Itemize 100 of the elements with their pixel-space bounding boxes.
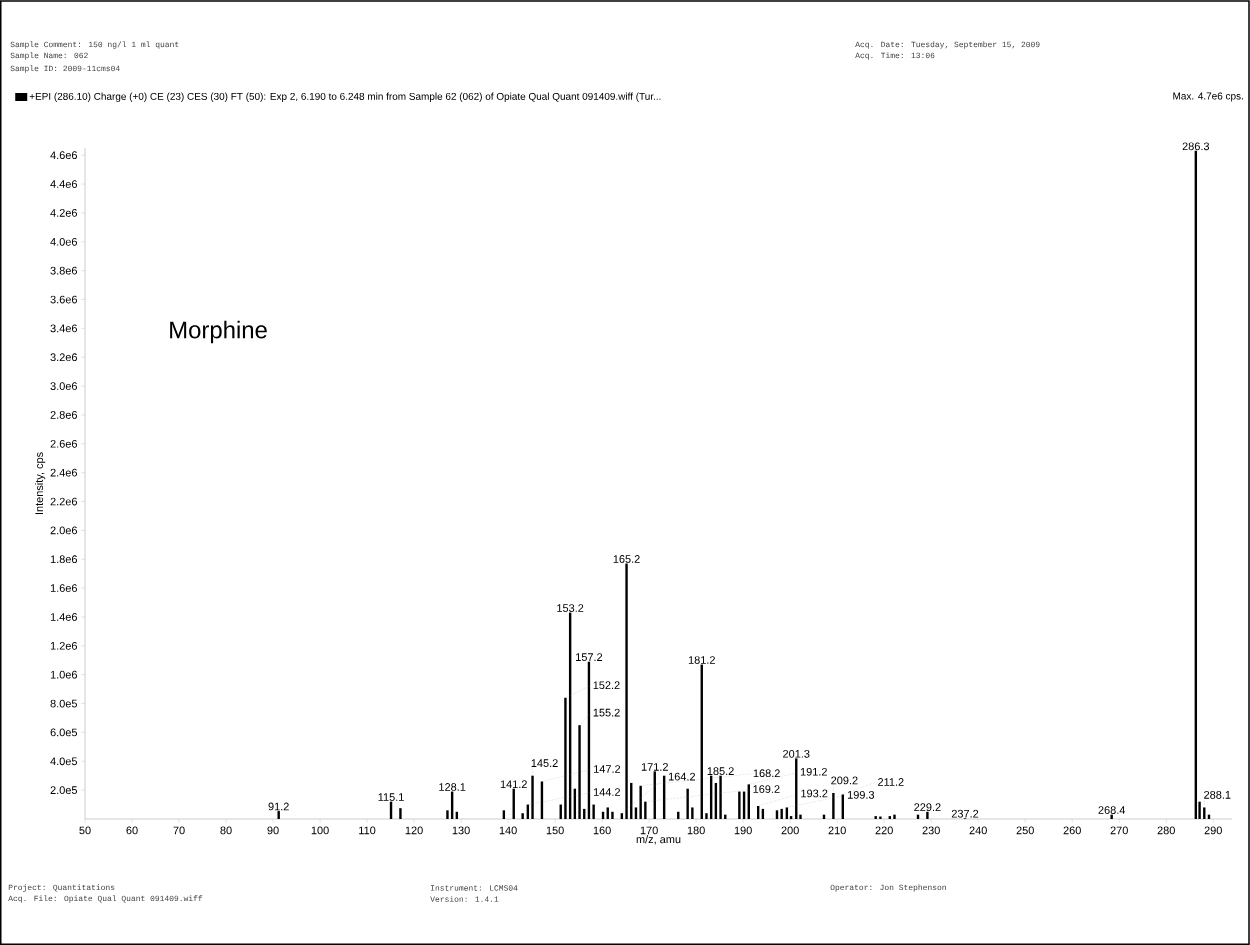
x-tick-label: 120: [405, 826, 423, 835]
x-tick-label: 50: [79, 826, 91, 835]
annotation: 193.2: [801, 789, 828, 798]
annotation: 209.2: [831, 776, 858, 785]
y-tick-label: 1.4e6: [50, 613, 77, 621]
annotation: 237.2: [951, 809, 979, 818]
bar: [592, 804, 595, 819]
annotation: 128.1: [439, 783, 466, 791]
annotation: 144.2: [593, 788, 620, 796]
annotation: 286.3: [1182, 142, 1210, 151]
x-tick-label: 80: [220, 826, 232, 835]
x-tick-label: 70: [173, 826, 185, 835]
bar: [521, 813, 524, 819]
annotation: 169.2: [753, 785, 780, 793]
y-tick-label: 2.8e6: [50, 411, 77, 419]
x-tick-label: 170: [640, 826, 658, 835]
y-tick-label: 6.0e5: [50, 728, 78, 737]
annotation: 201.3: [783, 749, 810, 758]
legend-label: +EPI (286.10) Charge (+0) CE (23) CES (30) FT (50): Exp 2, 6.190 to 6.248 min from Sample 62 (062) of Opiate Qual Quant 091409.wiff (Tur...: [29, 92, 661, 102]
x-tick-label: 100: [311, 826, 329, 835]
bar: [874, 816, 877, 819]
annotation: Morphine: [170, 320, 267, 344]
bar: [611, 811, 614, 819]
annotation: 165.2: [613, 555, 640, 563]
annotation: 153.2: [557, 604, 584, 612]
x-tick-label: 200: [781, 826, 799, 835]
bar: [879, 816, 882, 819]
text: Max. 4.7e6 cps.: [1173, 92, 1243, 102]
y-tick-label: 2.0e6: [50, 526, 77, 535]
x-tick-label: 150: [546, 826, 564, 835]
bar: [686, 788, 689, 819]
annotation: 181.2: [688, 656, 715, 664]
y-tick-label: 3.6e6: [50, 295, 77, 304]
y-tick-label: 1.0e6: [50, 670, 77, 679]
x-tick-label: 270: [1110, 826, 1128, 835]
x-axis-title: m/z, amu: [636, 835, 681, 845]
x-tick-label: 220: [875, 826, 893, 835]
annotation: 115.1: [378, 793, 404, 801]
bar: [893, 814, 896, 819]
x-tick-label: 90: [267, 826, 279, 835]
bar: [277, 811, 280, 819]
annotation: 168.2: [753, 769, 780, 778]
y-tick-label: 2.4e6: [50, 468, 77, 477]
bar: [780, 808, 783, 819]
x-tick-label: 190: [734, 826, 752, 835]
bar: [799, 814, 802, 819]
y-tick-label: 1.6e6: [50, 584, 77, 592]
bar: [644, 801, 647, 819]
annotation: 288.1: [1204, 790, 1231, 799]
y-tick-label: 2.0e5: [50, 786, 78, 795]
x-tick-label: 290: [1204, 826, 1222, 835]
y-tick-label: 2.2e6: [50, 497, 77, 506]
y-tick-label: 3.2e6: [50, 353, 77, 362]
y-tick-label: 4.0e6: [50, 237, 77, 246]
x-tick-label: 260: [1063, 826, 1081, 835]
y-tick-label: 3.0e6: [50, 382, 77, 390]
annotation: 91.2: [268, 802, 289, 811]
y-tick-label: 2.6e6: [50, 439, 77, 448]
x-tick-label: 140: [499, 826, 517, 835]
bar: [738, 791, 741, 819]
x-tick-label: 60: [126, 826, 138, 835]
annotation: 211.2: [878, 778, 904, 786]
annotation: 199.3: [847, 790, 875, 799]
annotation: 185.2: [707, 767, 734, 775]
y-tick-label: 4.2e6: [50, 209, 77, 217]
x-tick-label: 160: [593, 826, 611, 835]
x-tick-label: 280: [1157, 826, 1175, 835]
y-tick-label: 8.0e5: [50, 699, 78, 708]
y-tick-label: 1.8e6: [50, 555, 77, 564]
annotation: 268.4: [1098, 806, 1126, 814]
y-tick-label: 1.2e6: [50, 641, 77, 650]
annotation: 171.2: [641, 763, 668, 771]
x-tick-label: 180: [687, 826, 705, 835]
x-tick-label: 210: [828, 826, 846, 835]
y-tick-label: 4.4e6: [50, 180, 77, 188]
bar: [399, 808, 402, 819]
bar: [578, 725, 581, 819]
bar: [1110, 814, 1113, 819]
bar: [639, 785, 642, 819]
y-axis-title: Intensity, cps: [35, 452, 46, 515]
bar: [446, 810, 449, 819]
annotation: 164.2: [668, 772, 696, 781]
annotation: 155.2: [593, 708, 620, 717]
x-tick-label: 110: [359, 826, 376, 835]
y-tick-label: 4.6e6: [50, 151, 77, 160]
annotation: 147.2: [594, 765, 621, 773]
bar: [719, 775, 722, 819]
y-tick-label: 3.4e6: [50, 324, 77, 333]
bar: [531, 775, 534, 819]
x-tick-label: 240: [969, 826, 987, 835]
annotation: 229.2: [914, 803, 941, 812]
x-tick-label: 230: [922, 826, 940, 835]
annotation: 152.2: [593, 681, 620, 690]
x-tick-label: 250: [1016, 826, 1034, 835]
bar: [926, 811, 929, 819]
annotation: 145.2: [531, 759, 558, 767]
bar: [625, 563, 628, 819]
bar: [705, 813, 708, 819]
y-tick-label: 4.0e5: [50, 757, 78, 766]
annotation: 157.2: [576, 653, 603, 661]
